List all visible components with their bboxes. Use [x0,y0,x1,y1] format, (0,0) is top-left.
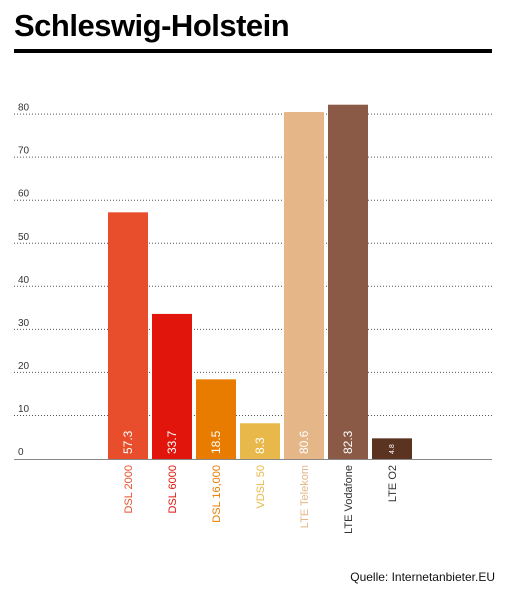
title-rule [14,49,492,53]
value-label: 33.7 [165,430,179,454]
bar [328,104,368,460]
y-tick-label: 30 [18,318,30,329]
value-label: 18.5 [209,430,223,454]
y-tick-label: 0 [18,447,24,458]
bar [196,379,236,459]
category-label: DSL 2000 [123,465,135,514]
category-label: VDSL 50 [255,465,267,509]
y-tick-label: 60 [18,189,30,200]
y-tick-label: 40 [18,275,30,286]
category-label: LTE Telekom [299,465,311,528]
y-tick-label: 80 [18,103,30,114]
bar [284,112,324,459]
value-labels: 57.3 33.7 18.5 8.3 80.6 82.3 4.8 [121,430,396,454]
value-label: 82.3 [341,430,355,454]
y-axis-ticks: 0 10 20 30 40 50 60 70 80 [18,103,30,458]
value-label: 4.8 [389,444,396,454]
source-note: Quelle: Internetanbieter.EU [350,570,495,584]
y-tick-label: 50 [18,232,30,243]
y-tick-label: 20 [18,361,30,372]
bars [108,104,412,460]
category-labels: DSL 2000 DSL 6000 DSL 16,000 VDSL 50 LTE Tel… [123,465,399,534]
bar [372,438,412,459]
bar [108,212,148,459]
category-label: DSL 6000 [167,465,179,514]
category-label: LTE O2 [387,465,399,502]
category-label: DSL 16,000 [211,465,223,523]
value-label: 8.3 [253,437,267,454]
page-title: Schleswig-Holstein [14,8,290,43]
bar [240,423,280,459]
value-label: 57.3 [121,430,135,454]
gridlines [14,113,492,416]
value-label: 80.6 [297,430,311,454]
y-tick-label: 10 [18,404,30,415]
y-tick-label: 70 [18,146,30,157]
category-label: LTE Vodafone [343,465,355,534]
bar [152,313,192,459]
